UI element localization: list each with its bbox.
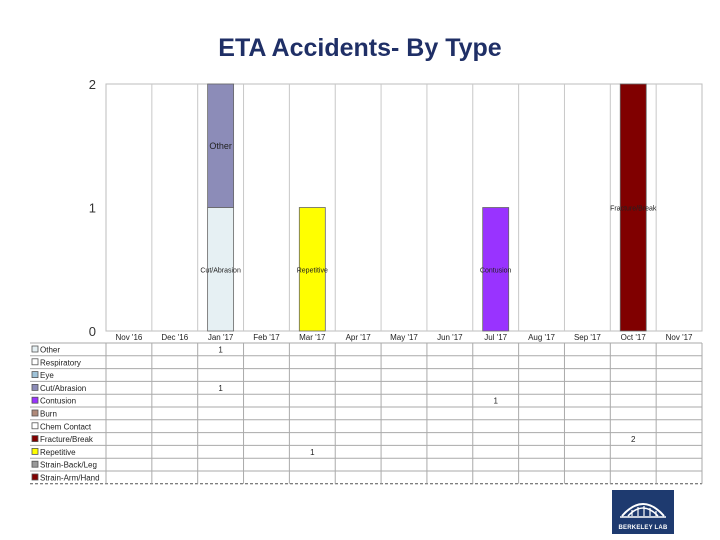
logo-text: BERKELEY LAB	[618, 525, 668, 531]
bar-label: Fracture/Break	[610, 206, 657, 213]
berkeley-lab-logo: BERKELEY LAB	[612, 490, 674, 534]
x-tick-label: Dec '16	[161, 333, 188, 342]
table-value: 1	[218, 346, 223, 355]
y-tick-label: 1	[89, 201, 96, 216]
legend-swatch	[31, 422, 39, 430]
table-value: 1	[218, 384, 223, 393]
x-tick-label: Apr '17	[346, 333, 372, 342]
bar	[482, 207, 510, 332]
legend-swatch	[31, 345, 39, 353]
legend-swatch	[31, 435, 39, 443]
bar	[619, 83, 647, 332]
x-tick-label: Nov '16	[115, 333, 142, 342]
legend-entry: Fracture/Break	[40, 435, 94, 444]
legend-entry: Other	[40, 346, 60, 355]
table-value: 2	[631, 435, 636, 444]
x-tick-label: Nov '17	[666, 333, 693, 342]
legend-swatch	[31, 473, 39, 481]
x-tick-label: Oct '17	[621, 333, 647, 342]
chart-title: ETA Accidents- By Type	[218, 34, 502, 62]
x-tick-label: Jan '17	[208, 333, 234, 342]
bar	[298, 207, 326, 332]
logo-arc-icon	[620, 503, 666, 518]
x-tick-label: Jun '17	[437, 333, 463, 342]
table-value: 1	[310, 448, 315, 457]
legend-swatch	[31, 447, 39, 455]
x-tick-label: Jul '17	[484, 333, 507, 342]
bar-label: Other	[209, 141, 232, 151]
y-tick-label: 2	[89, 77, 96, 92]
bar-label: Cut/Abrasion	[200, 267, 241, 274]
x-tick-label: Feb '17	[253, 333, 280, 342]
legend-swatch	[31, 371, 39, 379]
bar	[207, 83, 235, 208]
legend-swatch	[31, 460, 39, 468]
legend-swatch	[31, 409, 39, 417]
plot-frame	[105, 83, 703, 332]
legend-entry: Contusion	[40, 397, 76, 406]
axis-layer: 0 1 2 Nov '16 Dec '16 Jan '17 Feb '17 Mar '17 Ap…	[89, 77, 693, 342]
bars-layer	[207, 83, 647, 332]
legend-entry: Eye	[40, 371, 54, 380]
legend-entry: Strain-Arm/Hand	[40, 474, 100, 483]
x-tick-label: Sep '17	[574, 333, 601, 342]
legend-entry: Respiratory	[40, 358, 81, 367]
x-tick-label: May '17	[390, 333, 418, 342]
x-tick-label: Mar '17	[299, 333, 326, 342]
bar-labels-layer: Other Cut/Abrasion Repetitive Contusion Frac…	[200, 141, 656, 275]
legend-swatch	[31, 358, 39, 366]
legend-entry: Repetitive	[40, 448, 76, 457]
legend-entry: Chem Contact	[40, 422, 92, 431]
bar-label: Contusion	[480, 267, 512, 274]
legend-swatch	[31, 383, 39, 391]
legend-entry: Strain-Back/Leg	[40, 461, 97, 470]
bar-label: Repetitive	[297, 267, 328, 274]
data-table: Other 1 Respiratory Eye Cut/Abrasion 1 Contusi…	[30, 342, 703, 485]
y-tick-label: 0	[89, 324, 96, 339]
legend-entry: Cut/Abrasion	[40, 384, 86, 393]
legend-entry: Burn	[40, 410, 57, 419]
grid-layer	[105, 83, 703, 332]
x-tick-label: Aug '17	[528, 333, 555, 342]
legend-swatch	[31, 396, 39, 404]
table-value: 1	[493, 397, 498, 406]
